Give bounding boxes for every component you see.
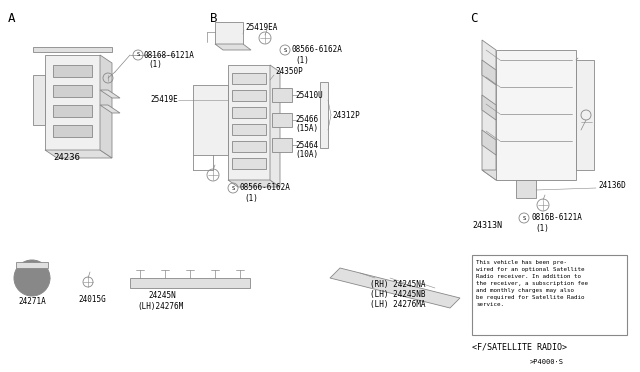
Text: 08566-6162A: 08566-6162A (240, 183, 291, 192)
Text: 25466: 25466 (295, 115, 318, 125)
Polygon shape (272, 138, 292, 152)
Polygon shape (482, 130, 496, 155)
Bar (232, 158, 266, 169)
Bar (53, 125, 92, 137)
Polygon shape (320, 82, 328, 148)
Polygon shape (16, 262, 48, 268)
Text: (1): (1) (244, 193, 258, 202)
Text: 0816B-6121A: 0816B-6121A (531, 214, 582, 222)
Text: 24236: 24236 (54, 154, 81, 163)
Text: B: B (210, 12, 218, 25)
Text: 24245N: 24245N (148, 292, 176, 301)
Text: (1): (1) (295, 55, 309, 64)
Bar (232, 107, 266, 118)
Text: S: S (284, 48, 287, 52)
Polygon shape (516, 180, 536, 198)
Text: This vehicle has been pre-
wired for an optional Satellite
Radio receiver. In ad: This vehicle has been pre- wired for an … (476, 260, 588, 307)
Bar (232, 90, 266, 101)
Text: 25464: 25464 (295, 141, 318, 150)
Text: (LH)24276M: (LH)24276M (137, 301, 183, 311)
Text: (RH) 24245NA: (RH) 24245NA (370, 280, 426, 289)
Polygon shape (45, 55, 100, 150)
Polygon shape (272, 113, 292, 127)
Text: S: S (136, 52, 140, 58)
Circle shape (14, 260, 50, 296)
Text: 24312P: 24312P (332, 110, 360, 119)
Text: (LH) 24276MA: (LH) 24276MA (370, 301, 426, 310)
Text: (15A): (15A) (295, 125, 318, 134)
Polygon shape (496, 50, 576, 180)
Text: S: S (232, 186, 235, 190)
Polygon shape (272, 88, 292, 102)
Polygon shape (482, 95, 496, 120)
Text: C: C (470, 12, 477, 25)
Polygon shape (482, 170, 576, 180)
Text: S: S (522, 215, 525, 221)
Text: (1): (1) (535, 224, 549, 232)
Bar (53, 85, 92, 97)
Polygon shape (33, 47, 112, 52)
Text: 25419EA: 25419EA (245, 22, 277, 32)
Text: 24136D: 24136D (598, 180, 626, 189)
Polygon shape (45, 150, 112, 158)
Bar (53, 105, 92, 117)
Polygon shape (482, 40, 496, 180)
Polygon shape (576, 60, 594, 170)
Bar (472, 255, 627, 335)
Text: >P4000·S: >P4000·S (530, 359, 564, 365)
Text: A: A (8, 12, 15, 25)
Polygon shape (193, 85, 228, 155)
Bar (53, 65, 92, 77)
Text: 24015G: 24015G (78, 295, 106, 305)
Text: 25419E: 25419E (150, 96, 178, 105)
Text: (10A): (10A) (295, 150, 318, 158)
Text: (1): (1) (148, 61, 162, 70)
Bar (232, 141, 266, 152)
Polygon shape (228, 180, 280, 187)
Polygon shape (270, 65, 280, 187)
Text: 24271A: 24271A (18, 298, 45, 307)
Polygon shape (482, 60, 496, 85)
Text: 24350P: 24350P (275, 67, 303, 77)
Polygon shape (100, 55, 112, 158)
Polygon shape (228, 65, 270, 180)
Bar (232, 73, 266, 84)
Text: (LH) 24245NB: (LH) 24245NB (370, 291, 426, 299)
Polygon shape (100, 105, 120, 113)
Bar (232, 124, 266, 135)
Text: <F/SATELLITE RADIO>: <F/SATELLITE RADIO> (472, 343, 567, 352)
Text: 08168-6121A: 08168-6121A (143, 51, 194, 60)
Polygon shape (100, 90, 120, 98)
Text: 08566-6162A: 08566-6162A (291, 45, 342, 55)
Polygon shape (33, 75, 45, 125)
Text: 24313N: 24313N (472, 221, 502, 230)
Polygon shape (130, 278, 250, 288)
Polygon shape (215, 44, 251, 50)
Text: 25410U: 25410U (295, 90, 323, 99)
Polygon shape (330, 268, 460, 308)
Polygon shape (215, 22, 243, 44)
